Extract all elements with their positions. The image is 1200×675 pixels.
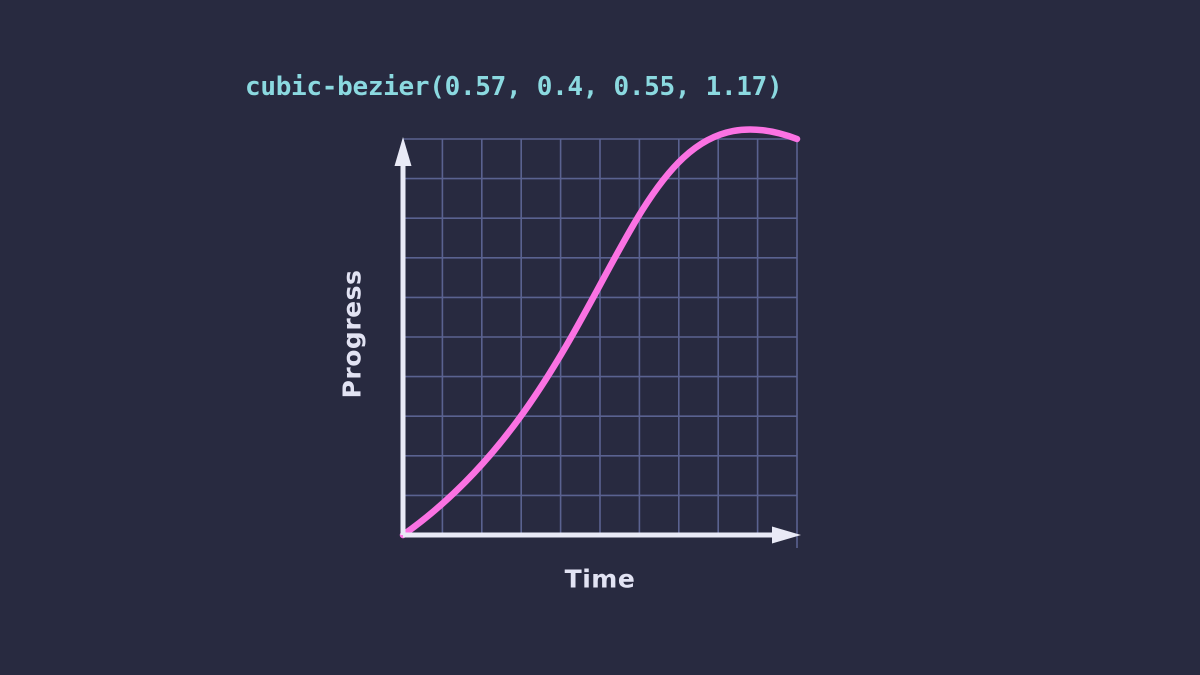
x-axis-label: Time	[564, 564, 636, 594]
y-axis-arrowhead-icon	[394, 137, 412, 166]
chart-title: cubic-bezier(0.57, 0.4, 0.55, 1.17)	[245, 72, 783, 102]
y-axis-label: Progress	[337, 269, 367, 399]
x-axis-arrowhead-icon	[772, 526, 801, 544]
plot-svg	[394, 126, 801, 548]
easing-curve	[399, 126, 801, 539]
plot-area	[394, 126, 801, 548]
